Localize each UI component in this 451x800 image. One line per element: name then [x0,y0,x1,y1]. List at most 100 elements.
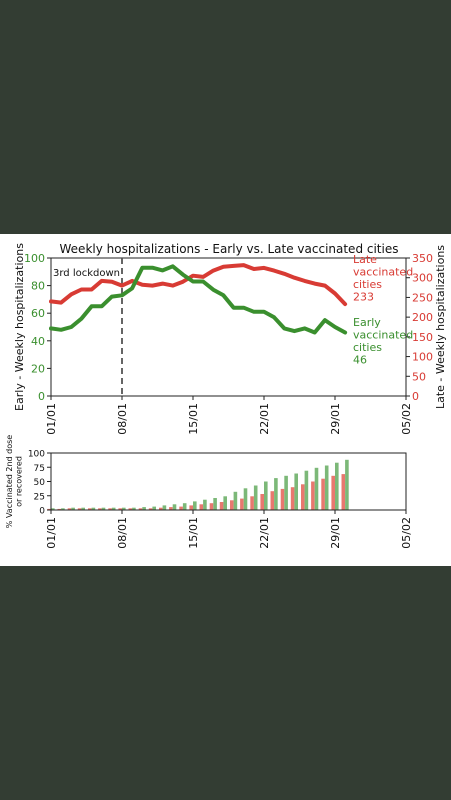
late-cities-label: Late vaccinated cities 233 [353,253,413,304]
bar-early-dose [118,508,122,510]
right-y-tick-label: 250 [412,291,433,304]
x-tick-label: 15/01 [187,403,200,435]
bar-early-dose [209,503,214,510]
bar-early-dose [260,494,264,510]
early-cities-label-line: cities [353,341,382,354]
bar-late-dose [193,501,197,510]
bar-late-dose [111,507,116,510]
bar-early-dose [280,488,285,510]
early-cities-label-line: vaccinated [353,329,413,342]
top-line-chart: 0 20 40 60 80 100 0 50 100 150 200 250 300 350 Early -… [13,243,447,435]
bar-early-dose [321,478,325,510]
bar-y-tick-label: 0 [39,507,45,517]
bar-late-dose [71,507,75,510]
bar-late-dose [304,470,309,510]
bar-early-dose [67,508,72,510]
bar-late-dose [253,485,258,510]
right-y-tick-label: 200 [412,311,433,324]
bar-late-dose [132,507,136,510]
late-cities-label-line: 233 [353,291,374,304]
bar-early-dose [189,505,193,510]
bar-late-dose [223,496,227,510]
bar-late-dose [203,499,207,510]
bar-x-tick-label: 29/01 [329,517,342,549]
bar-early-dose [179,506,183,510]
bar-early-dose [138,508,143,510]
left-y-axis-label: Early - Weekly hospitalizations [13,243,26,411]
bottom-bar-chart: 0 25 50 75 100 % Vaccinated 2nd doseor recove… [5,435,413,549]
bar-late-dose [162,505,167,510]
bar-early-dose [148,508,153,510]
bar-late-dose [233,491,238,510]
right-y-tick-label: 300 [412,272,433,285]
bar-early-dose [128,508,133,510]
bar-x-tick-label: 15/01 [187,517,200,549]
left-y-tick-label: 0 [38,390,45,403]
bar-early-dose [250,496,254,510]
bottom-plot-frame [50,452,407,511]
bar-late-dose [101,507,106,510]
bar-late-dose [284,475,288,510]
bar-early-dose [108,508,112,510]
bar-late-dose [324,465,329,510]
left-y-tick-label: 100 [24,252,45,265]
bar-late-dose [91,507,96,510]
early-cities-label-line: Early [353,316,381,329]
left-y-tick-label: 60 [31,307,45,320]
late-cities-label-line: vaccinated [353,266,413,279]
bar-early-dose [270,491,275,510]
right-y-tick-label: 50 [412,370,426,383]
early-cities-label-line: 46 [353,354,367,367]
bar-late-dose [172,504,177,510]
right-y-axis-label: Late - Weekly hospitalizations [434,245,447,409]
right-y-tick-label: 100 [412,351,433,364]
late-cities-line [49,263,348,307]
x-tick-label: 29/01 [329,403,342,435]
bar-late-dose [274,478,278,510]
bar-early-dose [88,508,92,510]
bar-y-tick-label: 50 [34,478,46,488]
lockdown-annotation: 3rd lockdown [53,268,120,279]
bar-late-dose [243,488,248,510]
bar-early-dose [240,498,244,510]
bar-early-dose [77,508,82,510]
right-y-tick-label: 0 [412,390,419,403]
bar-early-dose [290,487,295,510]
bar-y-axis-label-line: % Vaccinated 2nd dose [5,435,14,528]
bar-late-dose [213,498,217,510]
bar-early-dose [199,504,204,510]
bar-x-tick-label: 22/01 [258,517,271,549]
bar-late-dose [122,507,126,510]
bar-late-dose [81,507,85,510]
bar-y-axis-label-line: or recovered [15,456,24,507]
bar-early-dose [219,502,224,510]
bar-x-tick-label: 01/01 [45,517,58,549]
bar-y-tick-label: 100 [28,450,45,460]
bar-x-tick-label: 05/02 [400,517,413,549]
bar-early-dose [47,508,51,510]
early-cities-label: Early vaccinated cities 46 [353,316,413,367]
left-y-tick-label: 80 [31,280,45,293]
bar-early-dose [311,481,315,510]
x-tick-label: 22/01 [258,403,271,435]
bar-late-dose [264,481,268,510]
bar-early-dose [341,474,346,510]
bar-late-dose [294,473,298,510]
x-tick-label: 01/01 [45,403,58,435]
bar-late-dose [314,467,319,510]
left-y-tick-label: 40 [31,335,45,348]
bar-late-dose [335,462,339,510]
bar-late-dose [142,507,146,510]
bar-x-tick-label: 08/01 [116,517,129,549]
hospitalizations-figure: Weekly hospitalizations - Early vs. Late… [5,242,447,549]
chart-panel: Weekly hospitalizations - Early vs. Late… [0,234,451,566]
bar-early-dose [98,508,102,510]
bar-early-dose [159,507,163,510]
right-y-tick-label: 150 [412,331,433,344]
bar-early-dose [57,508,62,510]
bar-late-dose [152,506,156,510]
bar-early-dose [301,484,305,510]
bar-late-dose [51,508,55,510]
bar-late-dose [182,503,187,510]
bar-early-dose [230,500,234,510]
